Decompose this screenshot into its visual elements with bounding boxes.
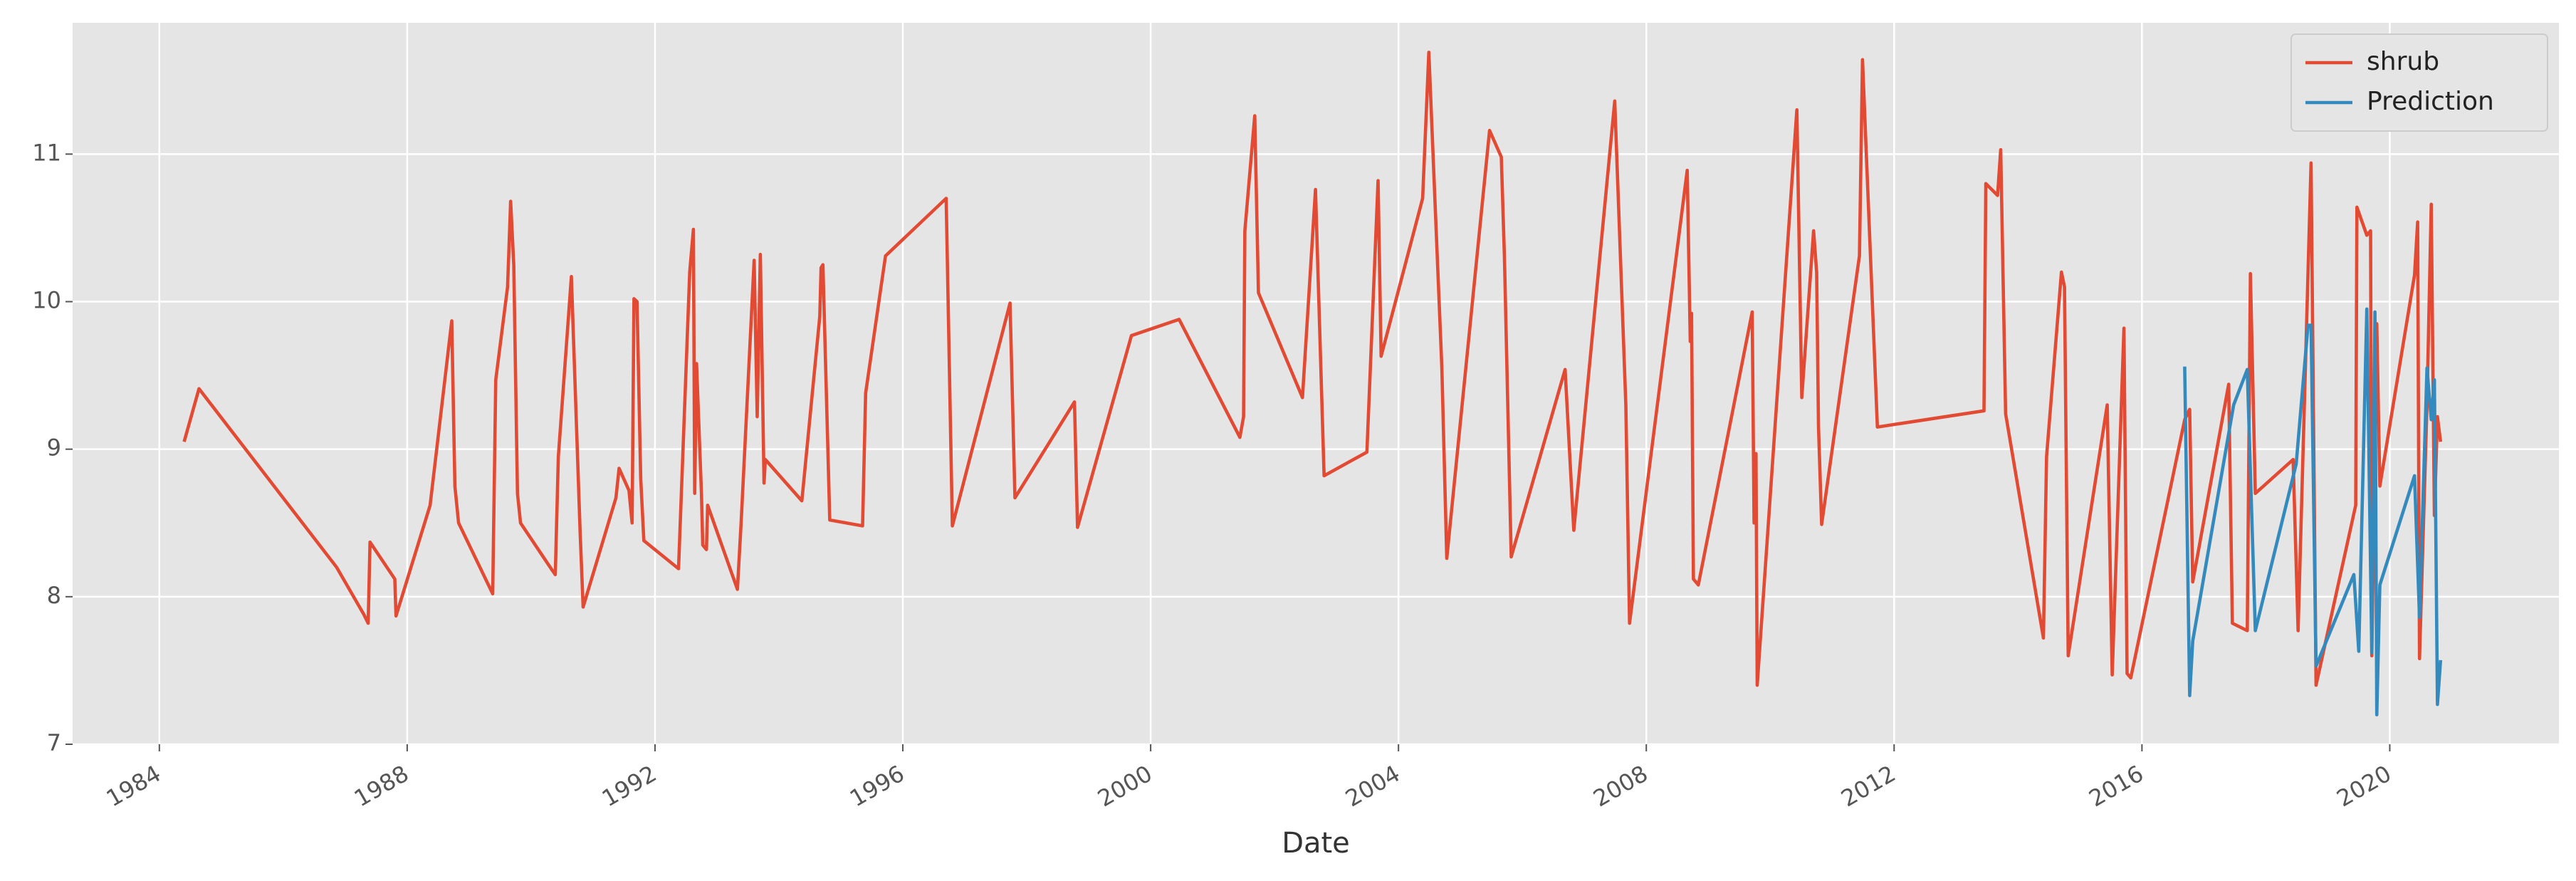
y-tick-label: 10 xyxy=(32,287,61,314)
y-tick-label: 11 xyxy=(32,139,61,166)
y-tick-label: 9 xyxy=(47,434,61,462)
x-tick-label: 1996 xyxy=(845,760,909,813)
y-tick-label: 8 xyxy=(47,582,61,609)
x-tick-label: 1992 xyxy=(597,760,661,813)
legend-label: Prediction xyxy=(2367,87,2494,116)
line xyxy=(2183,307,2443,716)
x-tick-label: 2020 xyxy=(2332,760,2396,813)
plot-area xyxy=(73,23,2559,744)
x-tick-label: 2008 xyxy=(1588,760,1653,813)
y-tick-label: 7 xyxy=(47,729,61,756)
x-tick-label: 1988 xyxy=(350,760,414,813)
x-tick-label: 2016 xyxy=(2084,760,2148,813)
x-tick-label: 2004 xyxy=(1341,760,1405,813)
x-tick-label: 2000 xyxy=(1093,760,1157,813)
line xyxy=(182,51,2443,687)
x-axis-label: Date xyxy=(1282,827,1350,860)
legend: shrub Prediction xyxy=(2290,33,2548,132)
x-tick-label: 2012 xyxy=(1836,760,1900,813)
legend-box xyxy=(2290,33,2548,132)
legend-label: shrub xyxy=(2367,47,2439,76)
x-tick-label: 1984 xyxy=(102,760,166,813)
